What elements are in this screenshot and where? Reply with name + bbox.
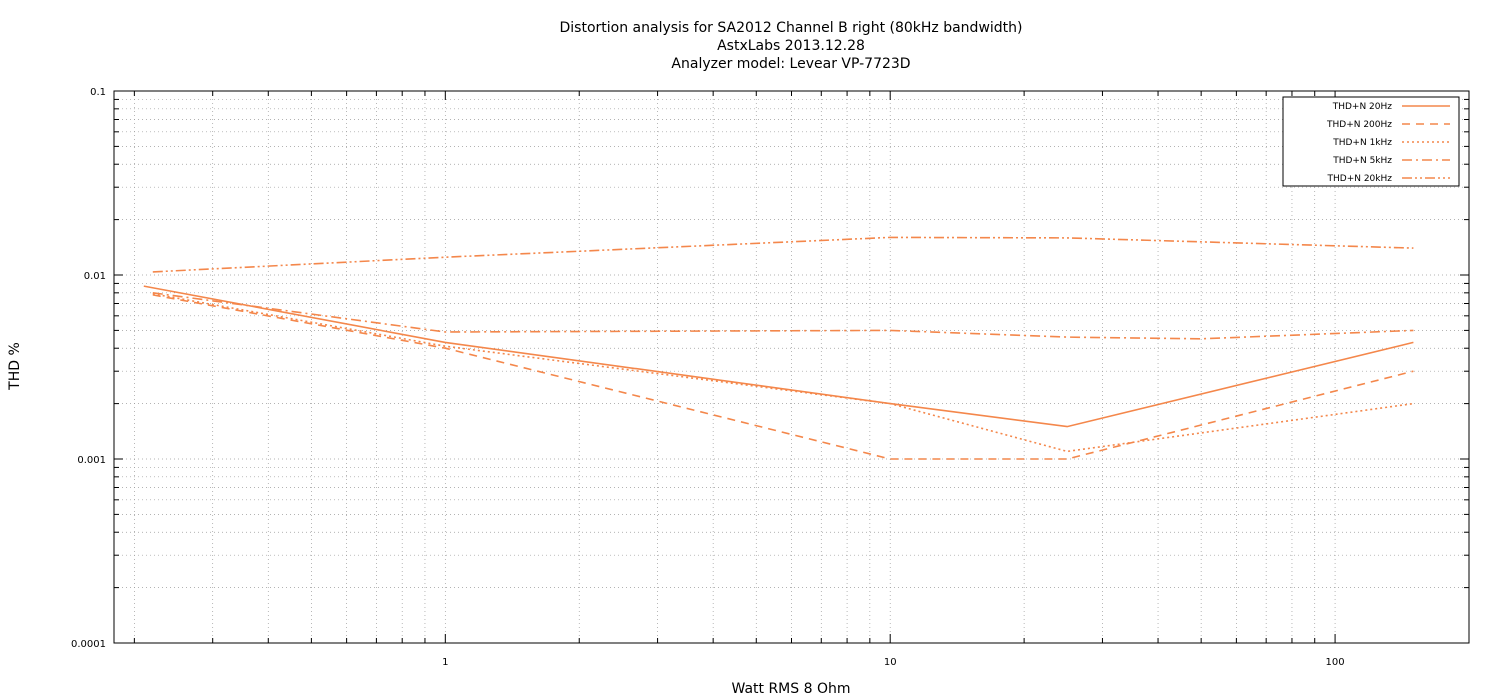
y-axis-label: THD % [7, 342, 23, 391]
grid [114, 91, 1469, 643]
series-line-4 [152, 292, 1414, 340]
legend-label: THD+N 20kHz [1327, 174, 1393, 184]
x-tick-label: 10 [884, 657, 897, 668]
x-axis-label: Watt RMS 8 Ohm [732, 681, 851, 697]
legend-label: THD+N 20Hz [1332, 102, 1393, 112]
legend-label: THD+N 1kHz [1332, 138, 1392, 148]
chart-title-line-2: AstxLabs 2013.12.28 [717, 38, 865, 54]
x-tick-label: 1 [442, 657, 448, 668]
series-line-3 [152, 293, 1414, 453]
x-tick-label: 100 [1326, 657, 1345, 668]
legend-label: THD+N 200Hz [1326, 120, 1392, 130]
chart-title-line-3: Analyzer model: Levear VP-7723D [671, 56, 910, 72]
plot-frame [113, 90, 1470, 644]
chart-title-line-1: Distortion analysis for SA2012 Channel B… [560, 20, 1023, 36]
axis-ticks: 1 10 100 0.0001 0.001 0.01 0.1 [71, 87, 1469, 668]
series-line-5 [152, 236, 1414, 273]
series-line-2 [152, 294, 1414, 460]
legend-label: THD+N 5kHz [1332, 156, 1392, 166]
chart-title: Distortion analysis for SA2012 Channel B… [560, 20, 1023, 72]
series-line-1 [143, 285, 1414, 428]
y-tick-label: 0.1 [90, 87, 106, 98]
y-tick-label: 0.0001 [71, 639, 106, 650]
y-tick-label: 0.001 [77, 455, 106, 466]
legend-box [1282, 96, 1460, 187]
y-tick-label: 0.01 [84, 271, 106, 282]
legend: THD+N 20Hz THD+N 200Hz THD+N 1kHz THD+N 5kH… [1282, 96, 1460, 187]
series-lines [143, 236, 1414, 460]
